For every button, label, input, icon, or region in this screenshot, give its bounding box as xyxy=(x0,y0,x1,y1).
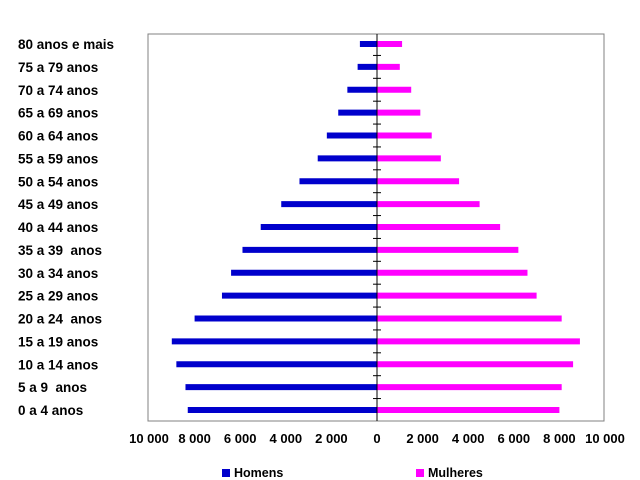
bar-homens xyxy=(359,41,377,47)
legend-label-homens: Homens xyxy=(234,466,283,480)
bar-homens xyxy=(281,201,377,208)
x-tick-label: 10 000 xyxy=(129,431,169,446)
bar-homens xyxy=(347,86,377,93)
bar-mulheres xyxy=(377,41,403,47)
bar-mulheres xyxy=(377,361,574,368)
bar-mulheres xyxy=(377,315,562,322)
category-labels: 0 a 4 anos 5 a 9 anos 10 a 14 anos 15 a 19 … xyxy=(18,37,114,418)
bar-homens xyxy=(231,269,377,276)
x-tick-label: 6 000 xyxy=(498,431,531,446)
legend: Homens Mulheres xyxy=(222,466,483,480)
x-tick-label: 0 xyxy=(373,431,380,446)
category-label: 0 a 4 anos xyxy=(18,403,83,418)
bar-mulheres xyxy=(377,178,460,185)
bar-homens xyxy=(185,384,377,391)
category-label: 30 a 34 anos xyxy=(18,266,98,281)
category-label: 80 anos e mais xyxy=(18,37,114,52)
legend-label-mulheres: Mulheres xyxy=(428,466,483,480)
x-tick-label: 2 000 xyxy=(315,431,348,446)
bar-homens xyxy=(171,338,377,345)
category-label: 15 a 19 anos xyxy=(18,334,98,349)
legend-swatch-mulheres xyxy=(416,469,424,477)
x-tick-label: 6 000 xyxy=(224,431,257,446)
bar-homens xyxy=(176,361,377,368)
bar-mulheres xyxy=(377,407,560,413)
category-label: 20 a 24 anos xyxy=(18,312,102,327)
category-label: 70 a 74 anos xyxy=(18,83,98,98)
bar-homens xyxy=(221,292,377,299)
plot-border xyxy=(147,33,605,422)
bars-group xyxy=(171,41,580,413)
bar-homens xyxy=(338,109,377,116)
category-label: 65 a 69 anos xyxy=(18,106,98,121)
bar-homens xyxy=(187,407,377,413)
bar-homens xyxy=(194,315,377,322)
bar-mulheres xyxy=(377,269,528,276)
bar-homens xyxy=(242,246,377,253)
category-label: 60 a 64 anos xyxy=(18,129,98,144)
bar-mulheres xyxy=(377,338,580,345)
category-label: 55 a 59 anos xyxy=(18,151,98,166)
x-tick-label: 2 000 xyxy=(406,431,439,446)
x-tick-label: 8 000 xyxy=(543,431,576,446)
bar-mulheres xyxy=(377,201,480,208)
category-label: 45 a 49 anos xyxy=(18,197,98,212)
bar-mulheres xyxy=(377,109,421,116)
category-label: 40 a 44 anos xyxy=(18,220,98,235)
bar-mulheres xyxy=(377,246,519,253)
bar-homens xyxy=(326,132,377,139)
x-axis-tick-labels: 10 000 8 000 6 000 4 000 2 000 0 2 000 4 000 6 0… xyxy=(129,431,625,446)
x-tick-label: 4 000 xyxy=(452,431,485,446)
bar-mulheres xyxy=(377,155,441,162)
bar-mulheres xyxy=(377,384,562,391)
bar-mulheres xyxy=(377,132,432,139)
center-axis-ticks xyxy=(373,54,381,400)
bar-homens xyxy=(357,63,377,70)
category-label: 75 a 79 anos xyxy=(18,60,98,75)
category-label: 50 a 54 anos xyxy=(18,174,98,189)
category-label: 10 a 14 anos xyxy=(18,357,98,372)
bar-homens xyxy=(299,178,377,185)
bar-mulheres xyxy=(377,292,537,299)
x-tick-label: 10 000 xyxy=(585,431,625,446)
bar-mulheres xyxy=(377,224,501,230)
bar-mulheres xyxy=(377,63,400,70)
bar-mulheres xyxy=(377,86,412,93)
x-tick-label: 4 000 xyxy=(270,431,303,446)
category-label: 35 a 39 anos xyxy=(18,243,102,258)
bar-homens xyxy=(260,224,377,230)
legend-swatch-homens xyxy=(222,469,230,477)
category-label: 25 a 29 anos xyxy=(18,289,98,304)
category-label: 5 a 9 anos xyxy=(18,380,87,395)
x-tick-label: 8 000 xyxy=(178,431,211,446)
bar-homens xyxy=(317,155,377,162)
